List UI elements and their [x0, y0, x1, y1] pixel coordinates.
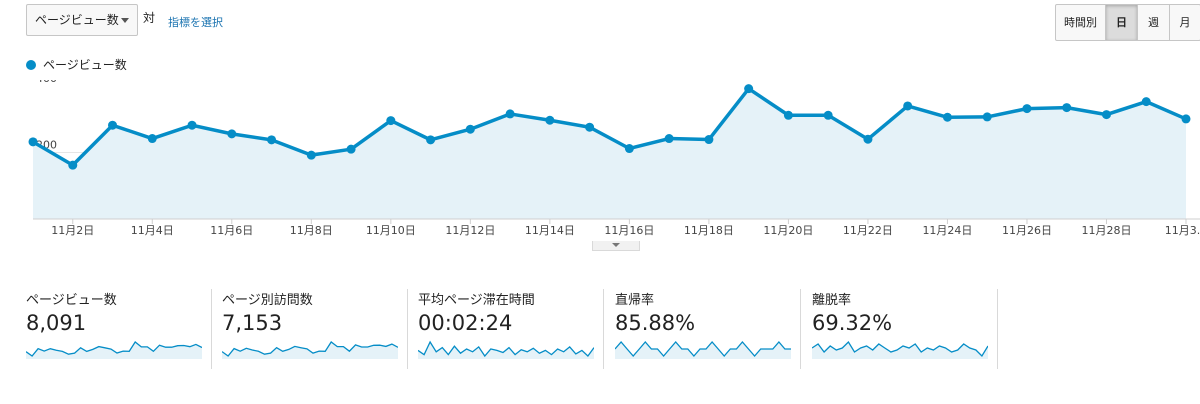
- x-tick-label: 11月6日: [210, 224, 253, 237]
- legend-label: ページビュー数: [43, 58, 127, 72]
- data-point: [108, 120, 118, 130]
- data-point: [903, 101, 913, 111]
- scorecard-exit-rate[interactable]: 離脱率 69.32%: [812, 289, 992, 369]
- scorecard-divider: [603, 289, 604, 369]
- data-point: [267, 135, 277, 145]
- data-point: [982, 112, 992, 122]
- scorecard-divider: [800, 289, 801, 369]
- scorecard-value: 85.88%: [615, 311, 696, 335]
- x-tick-label: 11月14日: [525, 224, 575, 237]
- data-point: [545, 115, 555, 125]
- scorecard-label: 直帰率: [615, 293, 655, 308]
- data-point: [187, 120, 197, 130]
- caret-down-icon: [121, 18, 129, 23]
- period-day-button[interactable]: 日: [1106, 5, 1138, 40]
- series-line: [32, 86, 1187, 167]
- x-tick-label: 11月20日: [763, 224, 813, 237]
- data-point: [863, 134, 873, 144]
- x-tick-label: 11月28日: [1081, 224, 1131, 237]
- x-tick-label: 11月8日: [290, 224, 333, 237]
- sparkline-pageviews: [26, 341, 202, 359]
- data-point: [624, 144, 634, 154]
- metric-select[interactable]: ページビュー数: [26, 4, 138, 36]
- data-point: [346, 144, 356, 154]
- period-hourly-button[interactable]: 時間別: [1056, 5, 1106, 40]
- scorecard-value: 00:02:24: [418, 311, 513, 335]
- sparkline-path: [812, 340, 988, 358]
- x-tick-label: 11月16日: [604, 224, 654, 237]
- scorecard-value: 7,153: [222, 311, 283, 335]
- sparkline-bounce-rate: [615, 341, 791, 359]
- sparkline-fill: [812, 342, 988, 359]
- data-point: [823, 110, 833, 120]
- data-point: [505, 109, 515, 119]
- x-tick-label: 11月24日: [922, 224, 972, 237]
- sparkline-fill: [26, 342, 202, 359]
- vs-label: 対: [143, 11, 156, 25]
- scorecard-pageviews[interactable]: ページビュー数 8,091: [26, 289, 206, 369]
- sparkline-path: [26, 341, 202, 357]
- scorecard-value: 8,091: [26, 311, 87, 335]
- data-point: [664, 134, 674, 144]
- sparkline-path: [222, 341, 398, 357]
- x-tick-label: 11月18日: [684, 224, 734, 237]
- x-tick-label: 11月12日: [445, 224, 495, 237]
- period-month-button[interactable]: 月: [1179, 16, 1191, 29]
- data-point: [585, 122, 595, 132]
- legend-dot-icon: [26, 59, 36, 70]
- data-point: [744, 84, 754, 94]
- data-point: [426, 135, 436, 145]
- scorecard-label: 離脱率: [812, 293, 852, 308]
- data-point: [28, 137, 38, 147]
- sparkline-avg-time: [418, 340, 594, 359]
- data-point: [783, 110, 793, 120]
- x-tick-label: 11月2日: [51, 224, 94, 237]
- sparkline-fill: [222, 342, 398, 359]
- data-point: [227, 129, 237, 139]
- x-tick-label: 11月4日: [131, 224, 174, 237]
- scorecard-avg-time[interactable]: 平均ページ滞在時間 00:02:24: [418, 289, 598, 369]
- data-point: [1181, 114, 1191, 124]
- scorecard-divider: [211, 289, 212, 369]
- area-fill: [33, 88, 1186, 219]
- caret-down-icon: [612, 243, 620, 247]
- y-tick-label: 400: [36, 80, 57, 85]
- data-point: [1141, 97, 1151, 107]
- chart-collapse-handle[interactable]: [592, 241, 640, 251]
- x-tick-label: 11月3...: [1165, 224, 1200, 237]
- data-point: [1022, 104, 1032, 114]
- choose-metric-link[interactable]: 指標を選択: [168, 16, 223, 29]
- scorecard-label: ページ別訪問数: [222, 293, 313, 308]
- data-point: [386, 116, 396, 126]
- pageviews-line-chart: 20040011月2日11月4日11月6日11月8日11月10日11月12日11…: [28, 80, 1200, 237]
- sparkline-unique-pageviews: [222, 341, 398, 359]
- sparkline-path: [418, 340, 594, 358]
- scorecard-divider: [407, 289, 408, 369]
- chart-legend: ページビュー数: [26, 56, 127, 73]
- period-week-button[interactable]: 週: [1138, 5, 1170, 40]
- data-point: [942, 112, 952, 122]
- period-toggle: 時間別 日 週 月: [1055, 4, 1200, 41]
- scorecard-bounce-rate[interactable]: 直帰率 85.88%: [615, 289, 795, 369]
- sparkline-path: [615, 341, 791, 357]
- scorecard-divider: [997, 289, 998, 369]
- sparkline-exit-rate: [812, 340, 988, 359]
- x-tick-label: 11月10日: [366, 224, 416, 237]
- data-point: [306, 150, 316, 160]
- x-tick-label: 11月26日: [1002, 224, 1052, 237]
- data-point: [465, 124, 475, 134]
- x-tick-label: 11月22日: [843, 224, 893, 237]
- metric-select-value: ページビュー数: [35, 13, 119, 27]
- scorecard-label: 平均ページ滞在時間: [418, 293, 535, 308]
- data-point: [1101, 110, 1111, 120]
- data-point: [68, 160, 78, 170]
- sparkline-fill: [615, 342, 791, 359]
- data-point: [1062, 103, 1072, 113]
- scorecard-value: 69.32%: [812, 311, 893, 335]
- scorecard-unique-pageviews[interactable]: ページ別訪問数 7,153: [222, 289, 402, 369]
- scorecard-label: ページビュー数: [26, 293, 117, 308]
- data-point: [704, 135, 714, 145]
- data-point: [147, 134, 157, 144]
